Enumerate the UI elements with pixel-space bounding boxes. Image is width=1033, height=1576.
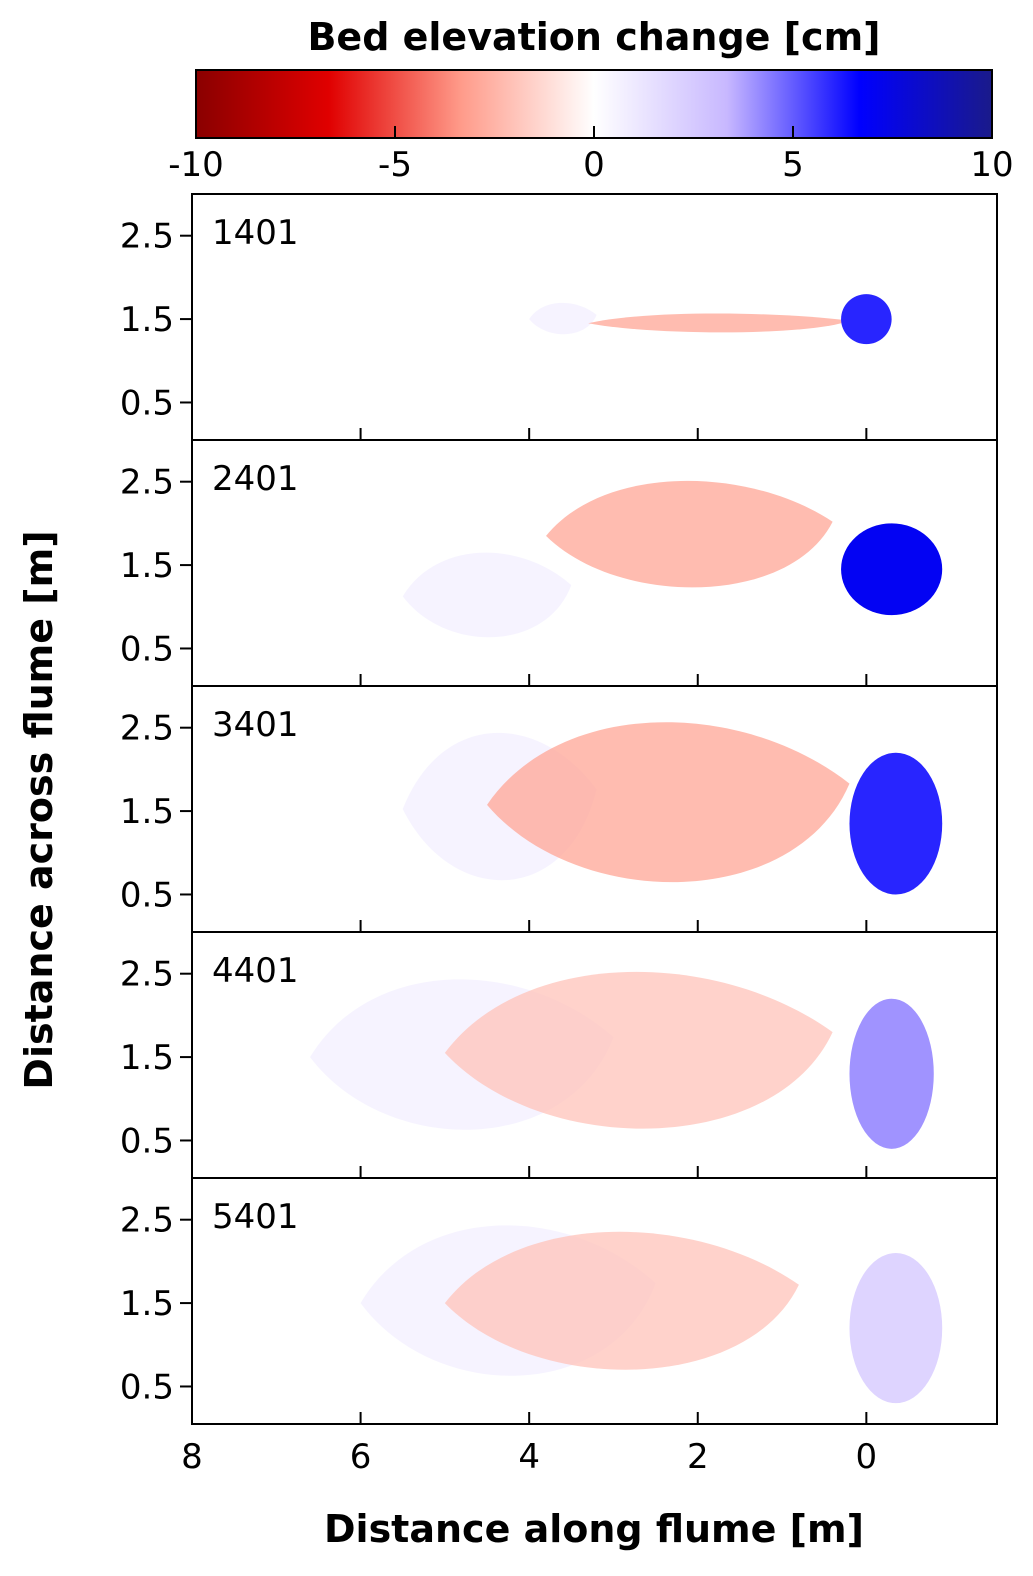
colorbar-tick-label: 10 — [970, 145, 1013, 185]
x-tick-label: 8 — [181, 1437, 203, 1477]
x-tick-label: 2 — [687, 1437, 709, 1477]
feature-channel — [588, 313, 850, 333]
panel-2401: 2401 0.5 1.5 2.5 — [120, 439, 998, 687]
x-tick-label: 6 — [350, 1437, 372, 1477]
feature-channel — [546, 480, 833, 588]
y-tick-label: 1.5 — [120, 1284, 174, 1324]
x-tick-label: 0 — [856, 1437, 878, 1477]
panel-label: 4401 — [212, 951, 299, 991]
y-tick-label: 2.5 — [120, 709, 174, 749]
feature-lobe — [841, 523, 943, 616]
y-tick-label: 0.5 — [120, 629, 174, 669]
y-tick-label: 0.5 — [120, 1121, 174, 1161]
x-tick-label: 4 — [518, 1437, 540, 1477]
y-tick-label: 2.5 — [120, 463, 174, 503]
colorbar-tick-label: 0 — [583, 145, 605, 185]
panel-label: 3401 — [212, 705, 299, 745]
y-tick-label: 1.5 — [120, 546, 174, 586]
panel-label: 1401 — [212, 213, 299, 253]
colorbar-label: Bed elevation change [cm] — [307, 15, 880, 59]
colorbar: Bed elevation change [cm] -10 -5 0 5 10 — [168, 15, 1013, 185]
y-tick-label: 2.5 — [120, 217, 174, 257]
feature-channel — [444, 971, 833, 1129]
panel-label: 2401 — [212, 459, 299, 499]
feature-lobe — [849, 998, 934, 1149]
x-axis-label: Distance along flume [m] — [324, 1507, 864, 1551]
feature-channel — [444, 1231, 799, 1370]
panel-3401: 3401 0.5 1.5 2.5 — [120, 685, 998, 933]
feature-lobe — [849, 1253, 943, 1404]
feature-deposit — [402, 552, 572, 638]
y-axis-label: Distance across flume [m] — [17, 530, 61, 1089]
feature-lobe — [849, 752, 943, 895]
y-tick-label: 2.5 — [120, 1201, 174, 1241]
panel-frame — [191, 1177, 998, 1425]
panel-label: 5401 — [212, 1197, 299, 1237]
colorbar-tick-label: -5 — [378, 145, 412, 185]
y-tick-label: 2.5 — [120, 955, 174, 995]
panel-5401: 5401 0.5 1.5 2.5 8 6 4 2 0 — [120, 1177, 998, 1477]
y-tick-label: 1.5 — [120, 1038, 174, 1078]
feature-channel — [487, 722, 850, 883]
feature-deposit — [529, 302, 597, 335]
y-tick-label: 0.5 — [120, 1367, 174, 1407]
y-tick-label: 0.5 — [120, 875, 174, 915]
panel-1401: 1401 0.5 1.5 2.5 — [120, 193, 998, 441]
colorbar-tick-label: -10 — [168, 145, 224, 185]
y-tick-label: 0.5 — [120, 383, 174, 423]
panel-4401: 4401 0.5 1.5 2.5 — [120, 931, 998, 1179]
feature-lobe — [841, 294, 892, 345]
y-tick-label: 1.5 — [120, 792, 174, 832]
colorbar-tick-label: 5 — [782, 145, 804, 185]
y-tick-label: 1.5 — [120, 300, 174, 340]
